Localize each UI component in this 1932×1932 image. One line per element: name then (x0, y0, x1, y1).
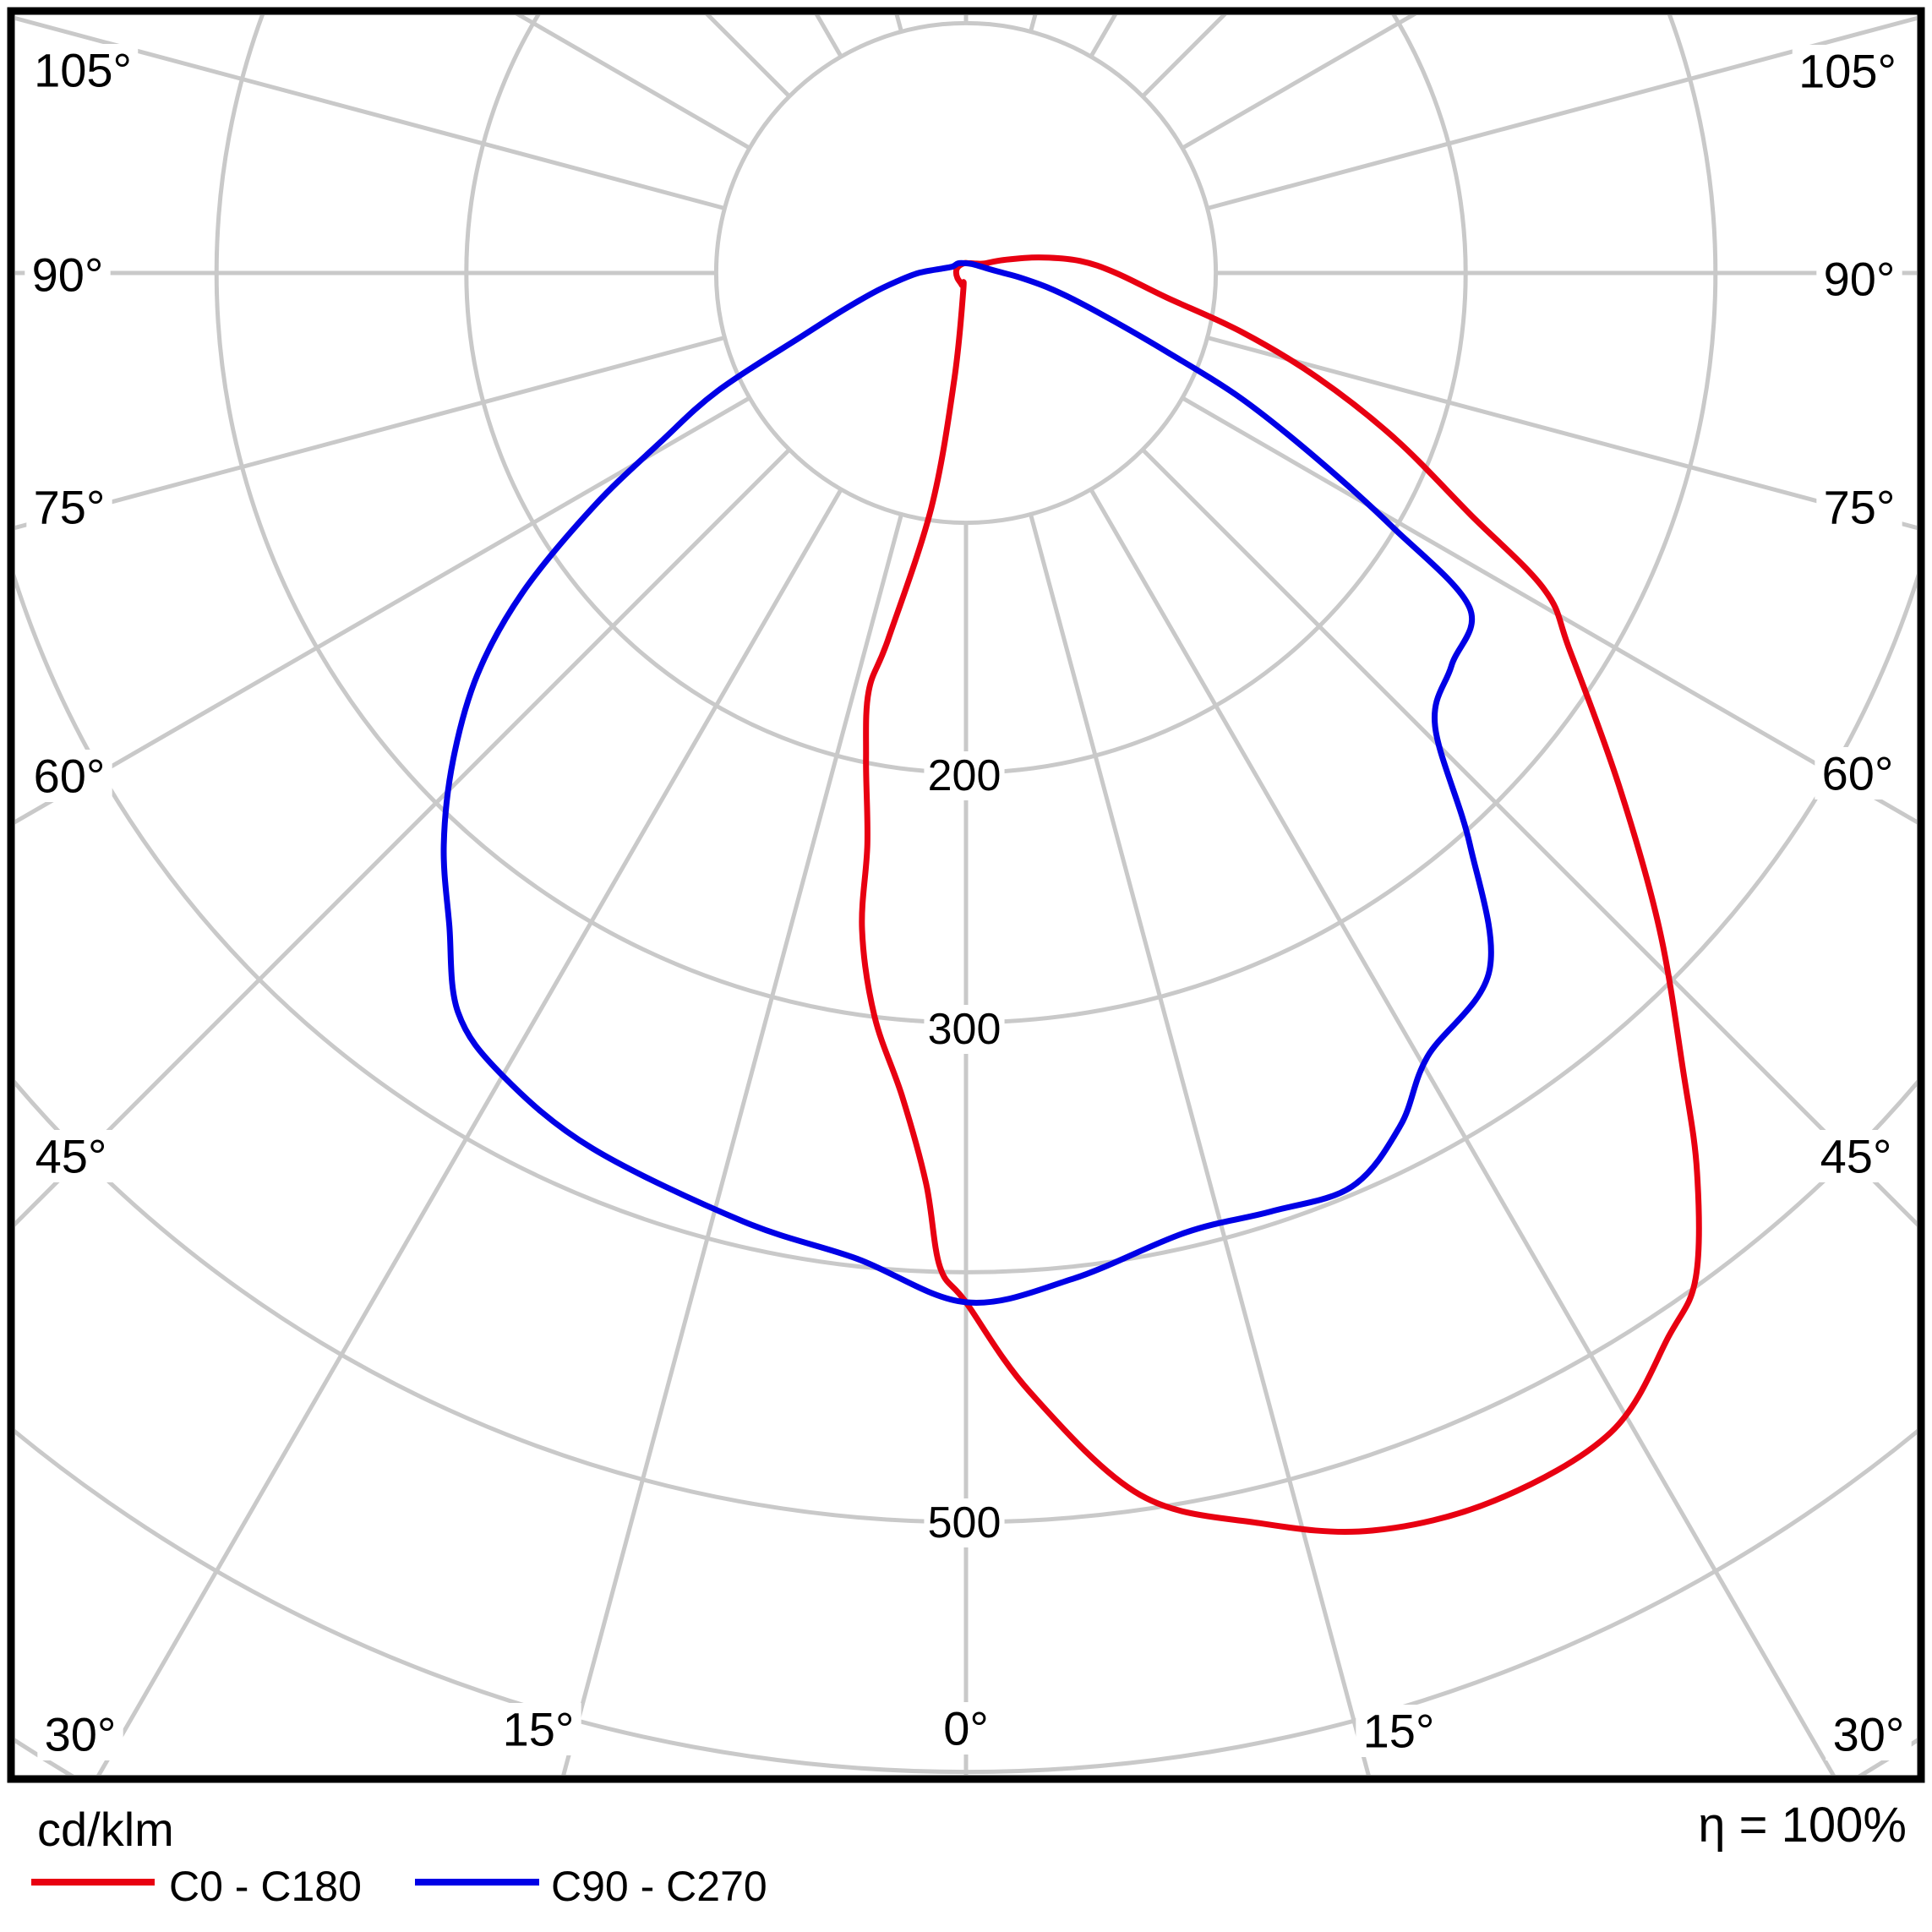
angle-label-1: 90° (32, 248, 104, 302)
angle-label-7: 75° (1824, 481, 1896, 534)
radial-label-2-bg (924, 1498, 1005, 1547)
angle-label-14-bg (1826, 1708, 1912, 1760)
angle-label-13: 15° (1363, 1705, 1435, 1758)
grid-spoke-255 (15, 15, 726, 210)
legend-swatch-c90-c270 (415, 1879, 539, 1886)
legend-swatch-c0-c180 (31, 1879, 155, 1886)
angle-label-3-bg (26, 750, 112, 802)
angle-label-11: 15° (503, 1703, 575, 1756)
grid-spoke-315 (15, 448, 791, 1227)
grid-spoke-15 (1029, 513, 1371, 1775)
angle-label-9: 45° (1820, 1130, 1892, 1183)
angle-label-7-bg (1816, 481, 1902, 533)
angle-label-3: 60° (34, 750, 106, 803)
angle-label-0-bg (27, 44, 139, 96)
grid-spoke-105 (1206, 15, 1917, 210)
angle-label-5: 105° (1798, 45, 1897, 98)
grid-spoke-330 (96, 488, 843, 1775)
unit-label: cd/klm (37, 1803, 174, 1856)
angle-label-4-bg (28, 1130, 114, 1182)
legend-label-c90-c270: C90 - C270 (551, 1863, 767, 1910)
grid-spoke-45 (1141, 448, 1917, 1227)
angle-label-0: 105° (34, 44, 132, 97)
radial-label-0: 200 (928, 751, 1001, 800)
angle-label-8-bg (1815, 747, 1901, 800)
grid-spoke-345 (561, 513, 903, 1775)
legend-label-c0-c180: C0 - C180 (169, 1863, 362, 1910)
efficiency-label: η = 100% (1698, 1798, 1907, 1853)
angle-label-9-bg (1813, 1130, 1899, 1182)
angle-label-10-bg (37, 1708, 123, 1760)
grid-spoke-75 (1206, 336, 1917, 531)
angle-label-2: 75° (34, 481, 106, 534)
angle-label-8: 60° (1822, 747, 1894, 800)
angle-label-13-bg (1356, 1705, 1442, 1757)
radial-label-1-bg (924, 1005, 1005, 1054)
angle-label-6: 90° (1824, 253, 1896, 306)
curve-c90-c270 (440, 259, 1494, 1306)
grid-spoke-285 (15, 336, 726, 531)
angle-label-11-bg (495, 1703, 581, 1755)
angle-label-6-bg (1816, 253, 1902, 305)
angle-label-1-bg (25, 248, 111, 301)
angle-label-4: 45° (35, 1130, 107, 1183)
grid-spoke-300 (15, 396, 751, 825)
angle-label-14: 30° (1833, 1708, 1905, 1761)
angle-label-5-bg (1792, 45, 1903, 97)
radial-label-0-bg (924, 751, 1005, 800)
grid-spoke-30 (1089, 488, 1836, 1775)
angle-label-12: 0° (943, 1702, 989, 1755)
grid-spoke-60 (1181, 396, 1917, 825)
radial-label-1: 300 (928, 1005, 1001, 1054)
radial-label-2: 500 (928, 1498, 1001, 1547)
angle-label-2-bg (26, 481, 112, 533)
angle-label-12-bg (935, 1702, 997, 1755)
curve-c0-c180 (859, 254, 1702, 1536)
angle-label-10: 30° (45, 1708, 117, 1761)
